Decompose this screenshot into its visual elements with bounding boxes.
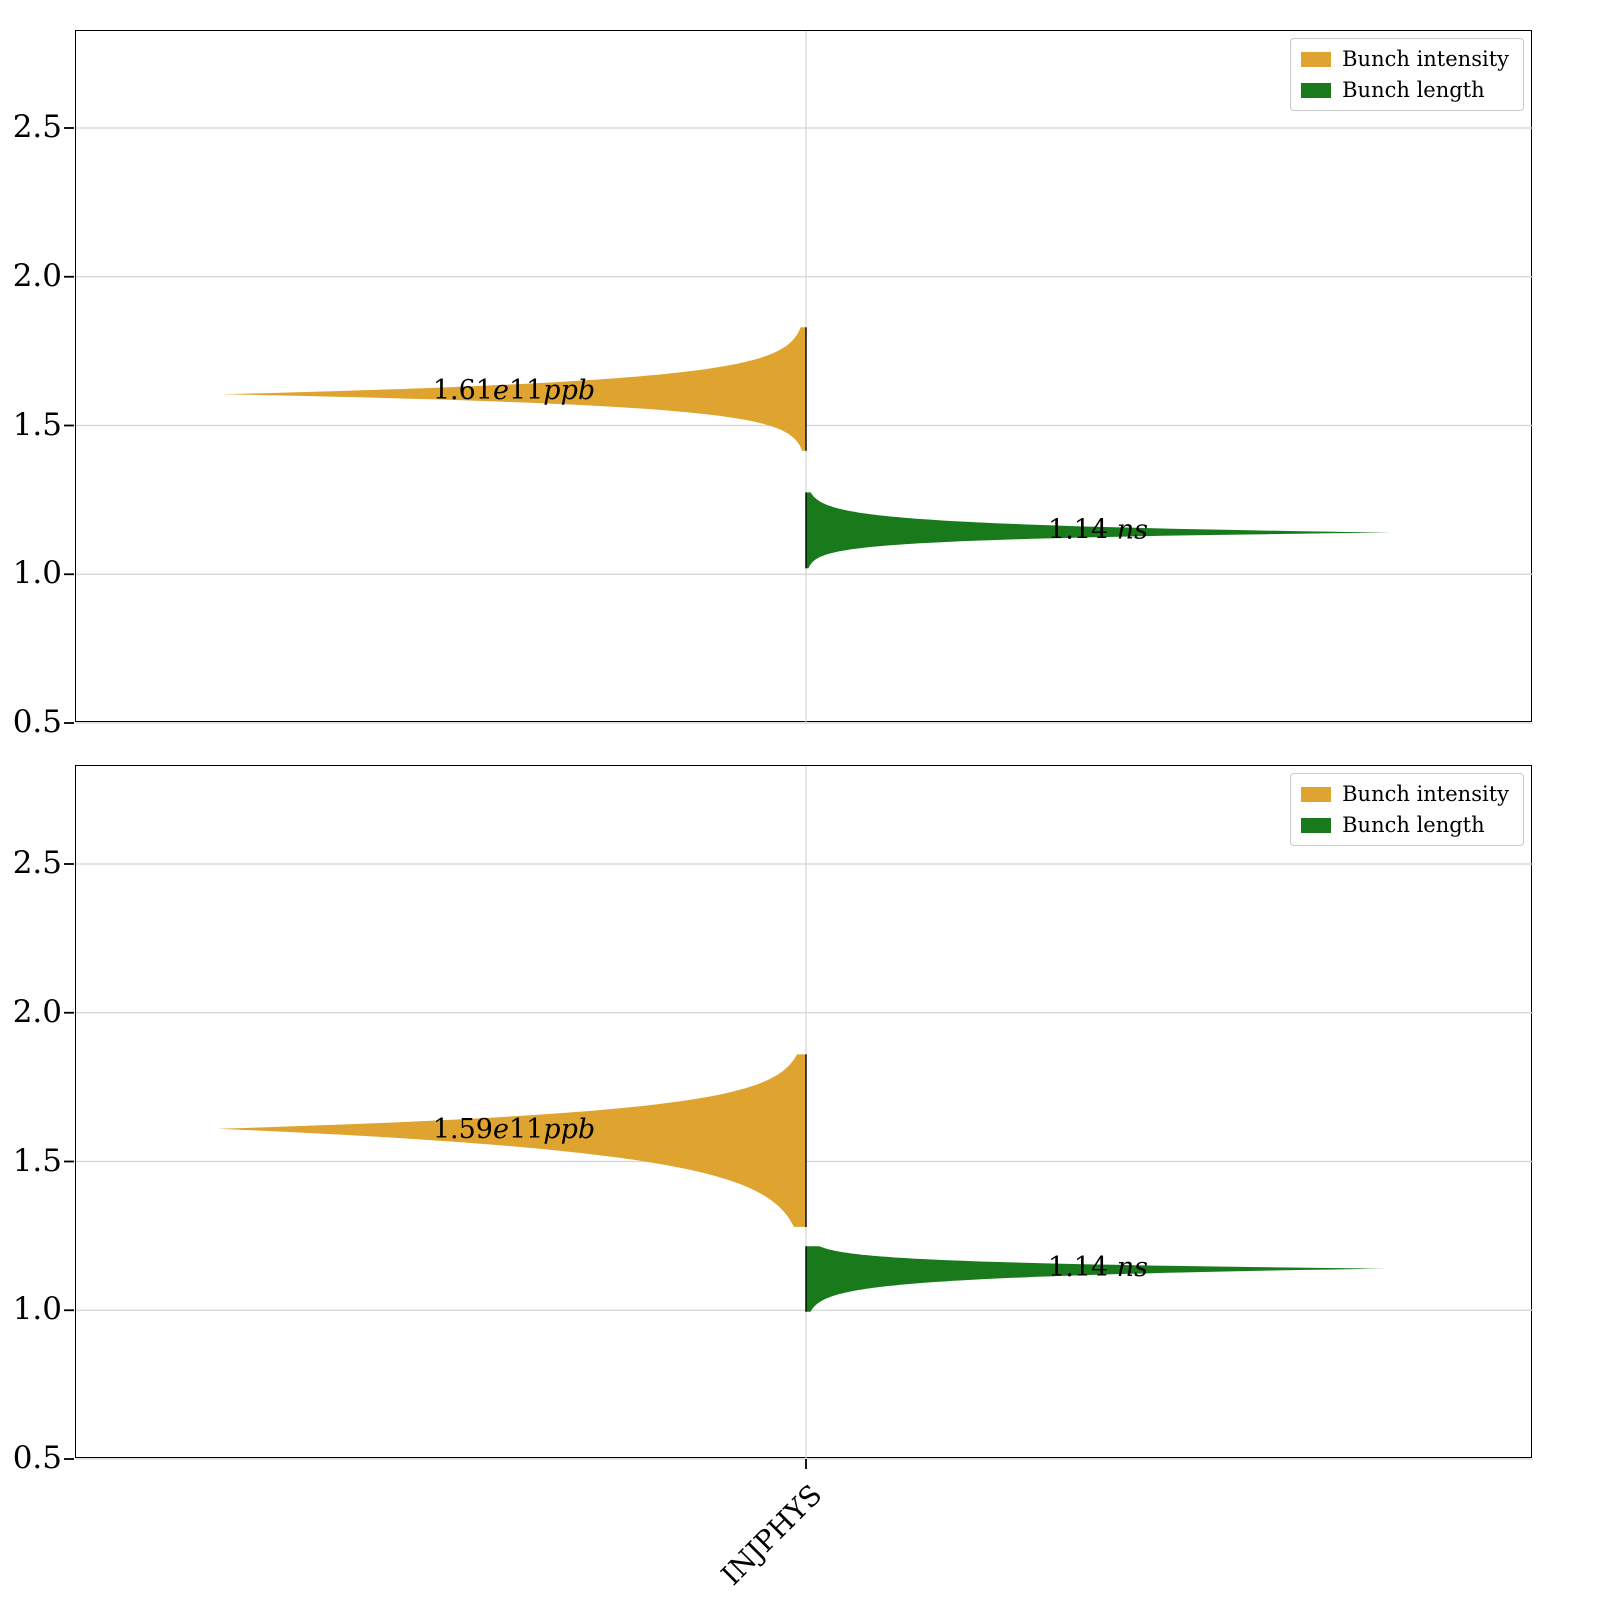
violin-annotation: 1.14 ns	[1048, 515, 1148, 546]
legend-row-bunch-length: Bunch length	[1301, 813, 1509, 837]
legend-swatch-bunch-intensity	[1301, 51, 1332, 67]
legend: Bunch intensity Bunch length	[1290, 773, 1524, 846]
panel-bottom: 1.59e11ppb 1.14 ns Bunch intensity Bunch …	[64, 765, 1533, 1469]
violin-bunch-length	[806, 492, 1391, 569]
violin-annotation: 1.59e11ppb	[433, 1114, 595, 1145]
violin-annotation: 1.14 ns	[1048, 1252, 1148, 1283]
legend: Bunch intensity Bunch length	[1290, 38, 1524, 111]
violin-annotation: 1.61e11ppb	[433, 375, 595, 406]
x-tick-label-injphys: INJPHYS	[714, 1478, 829, 1592]
legend-label-bunch-length: Bunch length	[1342, 78, 1485, 102]
violin-bunch-intensity	[218, 1054, 806, 1227]
violin-bunch-length	[806, 1246, 1386, 1312]
y-tick-label: 1.5	[12, 1142, 62, 1179]
legend-label-bunch-length: Bunch length	[1342, 813, 1485, 837]
violin-plot-top-canvas: 1.61e11ppb 1.14 ns	[64, 31, 1533, 724]
legend-label-bunch-intensity: Bunch intensity	[1342, 782, 1509, 806]
violin-bunch-intensity	[221, 327, 806, 451]
y-tick-label: 1.5	[12, 406, 62, 443]
y-tick-label: 2.5	[12, 845, 62, 881]
legend-row-bunch-length: Bunch length	[1301, 78, 1509, 102]
panel-top: 1.61e11ppb 1.14 ns Bunch intensity Bunch …	[64, 30, 1533, 724]
y-tick-label: 0.5	[12, 704, 62, 740]
legend-swatch-bunch-intensity	[1301, 786, 1332, 802]
legend-row-bunch-intensity: Bunch intensity	[1301, 47, 1509, 71]
violin-plot-bottom-canvas: 1.59e11ppb 1.14 ns	[64, 766, 1533, 1469]
y-tick-label: 2.0	[12, 993, 62, 1030]
y-tick-label: 2.5	[12, 109, 62, 145]
y-tick-label: 1.0	[12, 555, 62, 592]
y-tick-label: 0.5	[12, 1440, 62, 1476]
legend-swatch-bunch-length	[1301, 82, 1332, 98]
legend-row-bunch-intensity: Bunch intensity	[1301, 782, 1509, 806]
y-tick-label: 2.0	[12, 257, 62, 294]
y-tick-label: 1.0	[12, 1291, 62, 1328]
legend-swatch-bunch-length	[1301, 817, 1332, 833]
legend-label-bunch-intensity: Bunch intensity	[1342, 47, 1509, 71]
